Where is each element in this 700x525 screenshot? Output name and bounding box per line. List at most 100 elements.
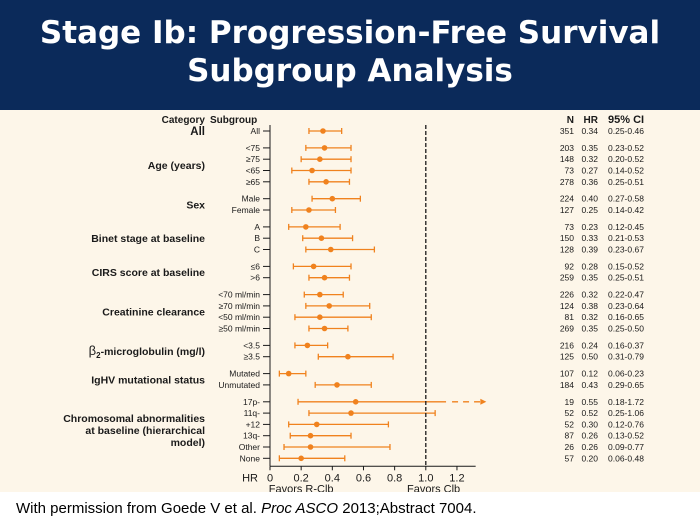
subgroup-label: 11q- <box>244 408 261 418</box>
hr-value: 0.28 <box>581 261 598 271</box>
ci-arrow <box>480 398 487 405</box>
category-label: Creatinine clearance <box>102 307 205 319</box>
category-label: Age (years) <box>148 160 205 172</box>
ci-value: 0.18-1.72 <box>608 397 644 407</box>
x-tick-label: 1.2 <box>449 472 464 484</box>
hr-value: 0.23 <box>581 222 598 232</box>
subgroup-label: <70 ml/min <box>218 290 260 300</box>
subgroup-label: None <box>240 453 261 463</box>
ci-value: 0.12-0.45 <box>608 222 644 232</box>
forest-plot-panel: Category Subgroup N HR 95% CI All 351 0.34 0.25-… <box>0 110 700 495</box>
hr-point <box>310 263 317 270</box>
hr-value: 0.35 <box>581 324 598 334</box>
hr-point <box>326 303 333 309</box>
slide-title-line2: Subgroup Analysis <box>187 53 513 89</box>
n-value: 107 <box>560 369 574 379</box>
hr-value: 0.43 <box>581 380 598 390</box>
x-tick-label: 1.0 <box>418 472 433 484</box>
x-tick-label: 0 <box>267 472 273 484</box>
x-tick-label: 0.6 <box>356 472 371 484</box>
n-value: 57 <box>565 453 575 463</box>
n-value: 127 <box>560 205 574 215</box>
citation-suffix: 2013;Abstract 7004. <box>338 500 477 517</box>
n-value: 269 <box>560 324 574 334</box>
n-value: 26 <box>565 442 575 452</box>
n-value: 73 <box>565 222 575 232</box>
hr-point <box>348 410 354 416</box>
header-category: Category <box>162 115 206 126</box>
hr-point <box>306 207 312 213</box>
n-value: 351 <box>560 126 574 136</box>
x-tick-label: 0.4 <box>325 472 340 484</box>
slide-title: Stage Ib: Progression-Free Survival Subg… <box>0 14 700 90</box>
subgroup-label: <75 <box>246 143 261 153</box>
category-label: All <box>190 126 205 138</box>
ci-value: 0.31-0.79 <box>608 352 644 362</box>
favors-right-label: Favors Clb <box>407 483 460 492</box>
ci-value: 0.21-0.53 <box>608 233 644 243</box>
citation: With permission from Goede V et al. Proc… <box>16 500 477 517</box>
subgroup-label: ≥65 <box>246 177 260 187</box>
title-banner: Stage Ib: Progression-Free Survival Subg… <box>0 0 700 110</box>
hr-value: 0.33 <box>581 233 598 243</box>
ci-value: 0.23-0.52 <box>608 143 644 153</box>
subgroup-label: B <box>254 233 260 243</box>
hr-value: 0.20 <box>581 453 598 463</box>
category-label: Chromosomal abnormalities <box>63 413 205 425</box>
subgroup-label: A <box>254 222 260 232</box>
ci-value: 0.16-0.65 <box>608 312 644 322</box>
header-hr: HR <box>584 115 599 126</box>
hr-point <box>285 370 292 377</box>
hr-point <box>321 325 328 332</box>
n-value: 19 <box>565 397 575 407</box>
hr-value: 0.38 <box>581 301 598 311</box>
hr-value: 0.25 <box>581 205 598 215</box>
category-label: β2-microglobulin (mg/l) <box>89 343 205 360</box>
ci-value: 0.22-0.47 <box>608 290 644 300</box>
subgroup-label: <65 <box>246 166 261 176</box>
hr-point <box>307 432 314 439</box>
citation-prefix: With permission from Goede V et al. <box>16 500 262 517</box>
hr-point <box>334 382 340 388</box>
n-value: 92 <box>565 261 575 271</box>
hr-point <box>317 156 323 162</box>
x-tick-label: 0.8 <box>387 472 402 484</box>
subgroup-label: Mutated <box>229 369 260 379</box>
subgroup-label: All <box>251 126 261 136</box>
hr-value: 0.35 <box>581 273 598 283</box>
subgroup-label: 13q- <box>243 431 260 441</box>
ci-value: 0.14-0.42 <box>608 205 644 215</box>
n-value: 278 <box>560 177 574 187</box>
n-value: 73 <box>565 166 575 176</box>
hr-value: 0.39 <box>581 245 598 255</box>
n-value: 81 <box>565 312 575 322</box>
n-value: 203 <box>560 143 574 153</box>
subgroup-label: Other <box>239 442 260 452</box>
n-value: 87 <box>565 431 575 441</box>
n-value: 52 <box>565 408 575 418</box>
hr-point <box>317 291 323 298</box>
ci-value: 0.15-0.52 <box>608 261 644 271</box>
n-value: 125 <box>560 352 574 362</box>
subgroup-label: <50 ml/min <box>218 312 260 322</box>
hr-point <box>321 274 328 281</box>
ci-value: 0.29-0.65 <box>608 380 644 390</box>
hr-point <box>298 455 304 462</box>
hr-point <box>309 167 315 174</box>
hr-point <box>345 353 351 360</box>
n-value: 184 <box>560 380 574 390</box>
subgroup-label: +12 <box>246 419 261 429</box>
hr-value: 0.36 <box>581 177 598 187</box>
hr-value: 0.26 <box>581 431 598 441</box>
hr-point <box>321 145 328 151</box>
n-value: 259 <box>560 273 574 283</box>
category-label: IgHV mutational status <box>91 374 205 386</box>
ci-value: 0.14-0.52 <box>608 166 644 176</box>
hr-value: 0.34 <box>581 126 598 136</box>
forest-plot: Category Subgroup N HR 95% CI All 351 0.34 0.25-… <box>63 114 644 495</box>
subgroup-label: >6 <box>250 273 260 283</box>
header-ci: 95% CI <box>608 114 644 126</box>
ci-value: 0.25-0.51 <box>608 273 644 283</box>
subgroup-label: Male <box>242 194 261 204</box>
n-value: 52 <box>565 419 575 429</box>
